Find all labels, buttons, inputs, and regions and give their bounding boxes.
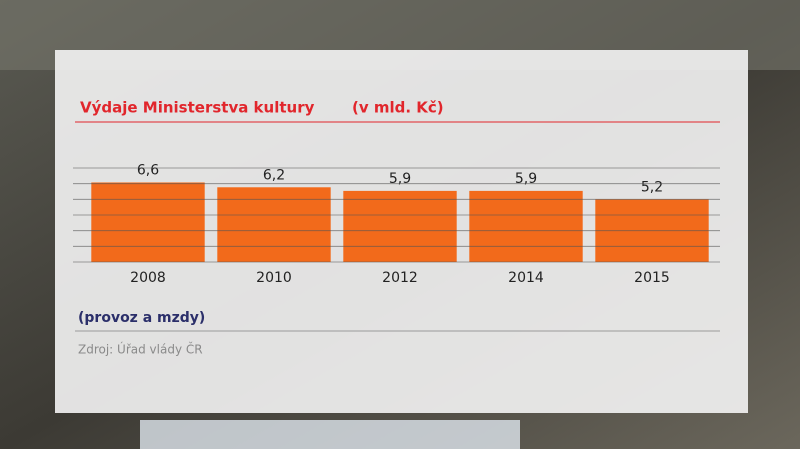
bar	[343, 190, 457, 262]
plot: 6,6 2008 6,2 2010 5,9 2012 5,9 2014 5,2 2015	[73, 162, 720, 286]
x-tick-label: 2008	[130, 270, 166, 286]
chart-title: Výdaje Ministerstva kultury	[80, 99, 315, 117]
source: Zdroj: Úřad vlády ČR	[78, 342, 203, 357]
chart-subtitle: (v mld. Kč)	[352, 99, 444, 117]
x-tick-label: 2015	[634, 270, 670, 286]
x-tick-label: 2014	[508, 270, 544, 286]
bar	[91, 182, 205, 262]
value-label: 5,9	[389, 171, 411, 187]
bar	[217, 187, 331, 262]
annotation: (provoz a mzdy)	[78, 310, 205, 326]
value-label: 5,2	[641, 179, 663, 195]
x-tick-label: 2012	[382, 270, 418, 286]
value-label: 6,2	[263, 167, 285, 183]
bar	[469, 190, 583, 262]
x-tick-label: 2010	[256, 270, 292, 286]
value-label: 6,6	[137, 162, 159, 178]
value-label: 5,9	[515, 171, 537, 187]
background-snow	[140, 420, 520, 449]
